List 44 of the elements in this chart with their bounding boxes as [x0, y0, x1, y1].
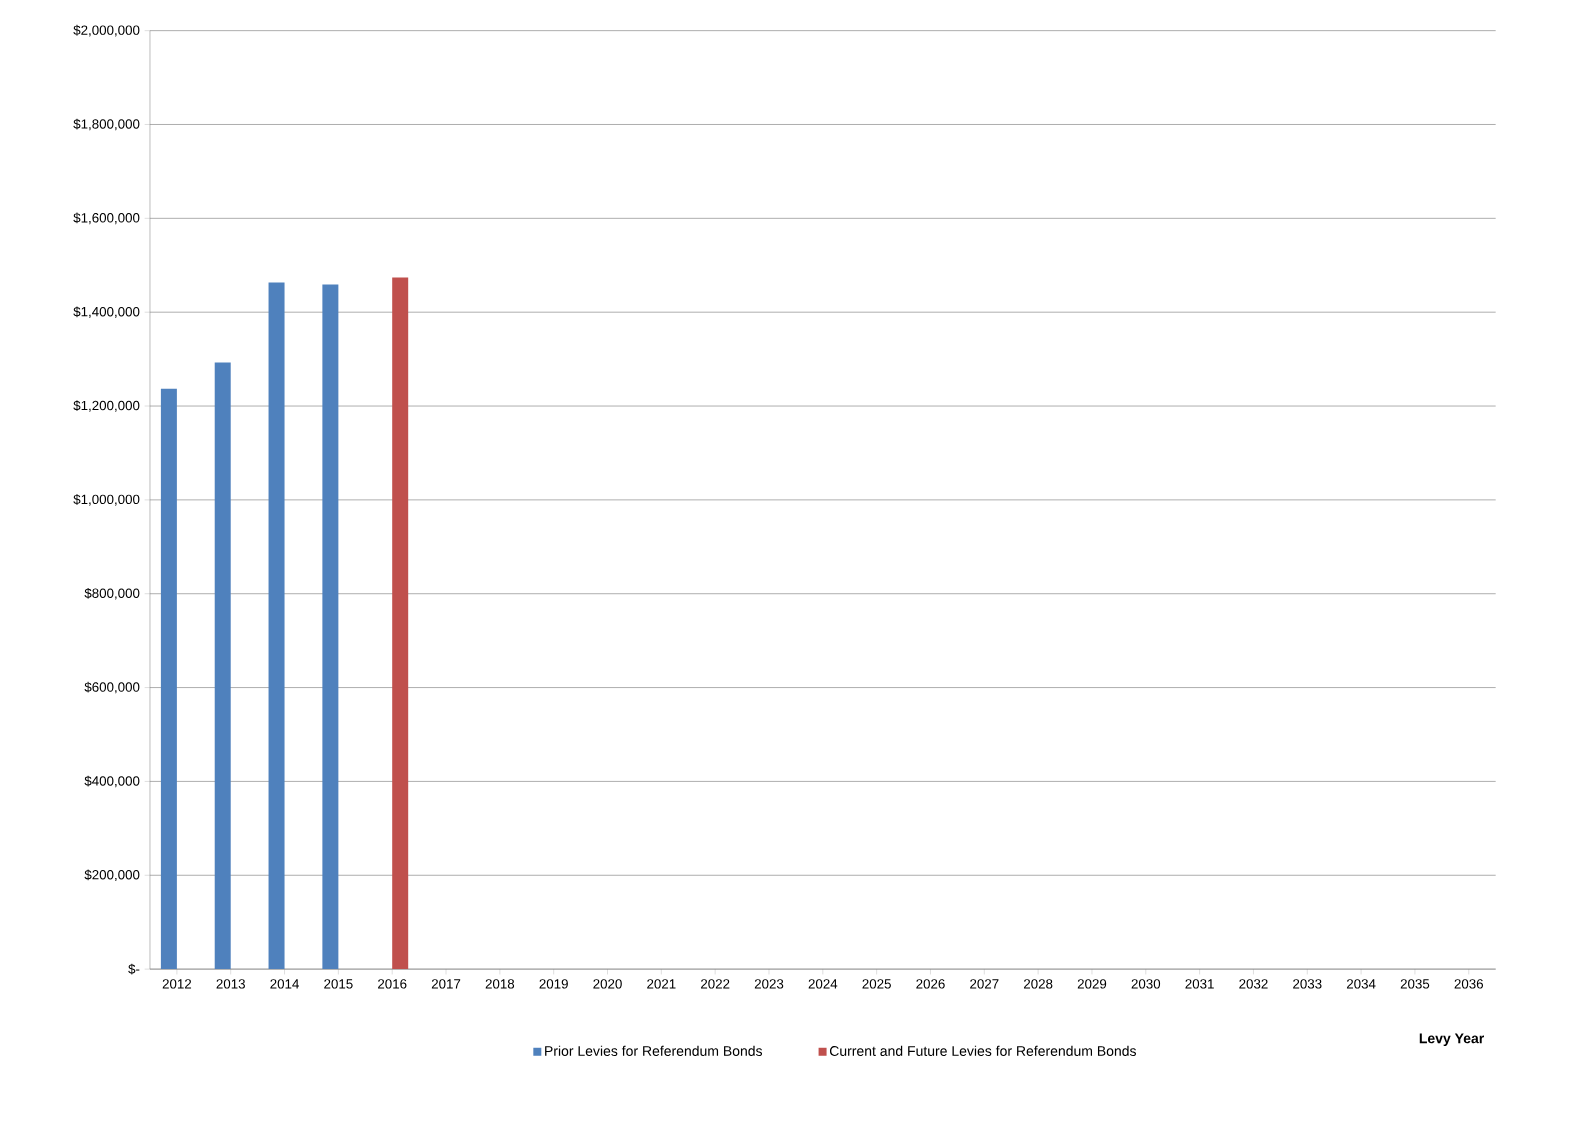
x-tick-label: 2031 — [1185, 979, 1214, 989]
legend-label: Current and Future Levies for Referendum Bonds — [829, 1045, 1136, 1056]
x-tick-label: 2025 — [862, 979, 891, 989]
bar — [268, 282, 285, 970]
bar — [160, 388, 177, 970]
x-axis-title: Levy Year — [1419, 1033, 1485, 1046]
y-tick-label: $600,000 — [84, 681, 140, 694]
x-tick-label: 2021 — [647, 979, 676, 989]
y-tick-label: $200,000 — [84, 869, 140, 882]
x-tick-label: 2034 — [1346, 979, 1376, 989]
y-tick-label: $- — [128, 963, 140, 975]
x-tick-label: 2033 — [1293, 979, 1322, 989]
x-tick-label: 2032 — [1239, 979, 1268, 989]
x-tick-label: 2029 — [1077, 979, 1107, 989]
x-tick-label: 2014 — [270, 979, 299, 989]
x-tick-label: 2018 — [485, 979, 515, 989]
x-tick-label: 2015 — [324, 979, 353, 989]
y-tick-label: $1,800,000 — [73, 118, 140, 131]
y-tick-label: $400,000 — [84, 775, 140, 788]
bar — [322, 284, 339, 970]
x-tick-label: 2030 — [1131, 979, 1161, 989]
x-tick-label: 2022 — [701, 979, 730, 989]
legend-label: Prior Levies for Referendum Bonds — [545, 1045, 763, 1056]
y-tick-label: $1,600,000 — [73, 212, 140, 225]
x-tick-label: 2020 — [593, 979, 622, 989]
x-tick-label: 2035 — [1400, 979, 1430, 989]
x-tick-label: 2016 — [378, 979, 407, 989]
y-tick-label: $1,200,000 — [73, 400, 140, 412]
x-tick-label: 2012 — [162, 979, 192, 989]
x-tick-label: 2013 — [216, 979, 245, 989]
bar — [392, 277, 409, 970]
y-tick-label: $800,000 — [84, 587, 140, 600]
x-tick-label: 2026 — [916, 979, 945, 989]
x-tick-label: 2024 — [808, 979, 838, 989]
y-tick-label: $1,400,000 — [73, 306, 140, 318]
bar — [214, 362, 231, 970]
x-tick-label: 2036 — [1454, 979, 1483, 989]
x-tick-label: 2027 — [970, 979, 999, 989]
x-tick-label: 2019 — [539, 979, 568, 989]
y-tick-label: $1,000,000 — [73, 494, 140, 506]
x-tick-label: 2023 — [754, 979, 784, 989]
x-tick-label: 2017 — [431, 979, 461, 989]
x-tick-label: 2028 — [1023, 979, 1053, 989]
y-tick-label: $2,000,000 — [73, 24, 140, 37]
